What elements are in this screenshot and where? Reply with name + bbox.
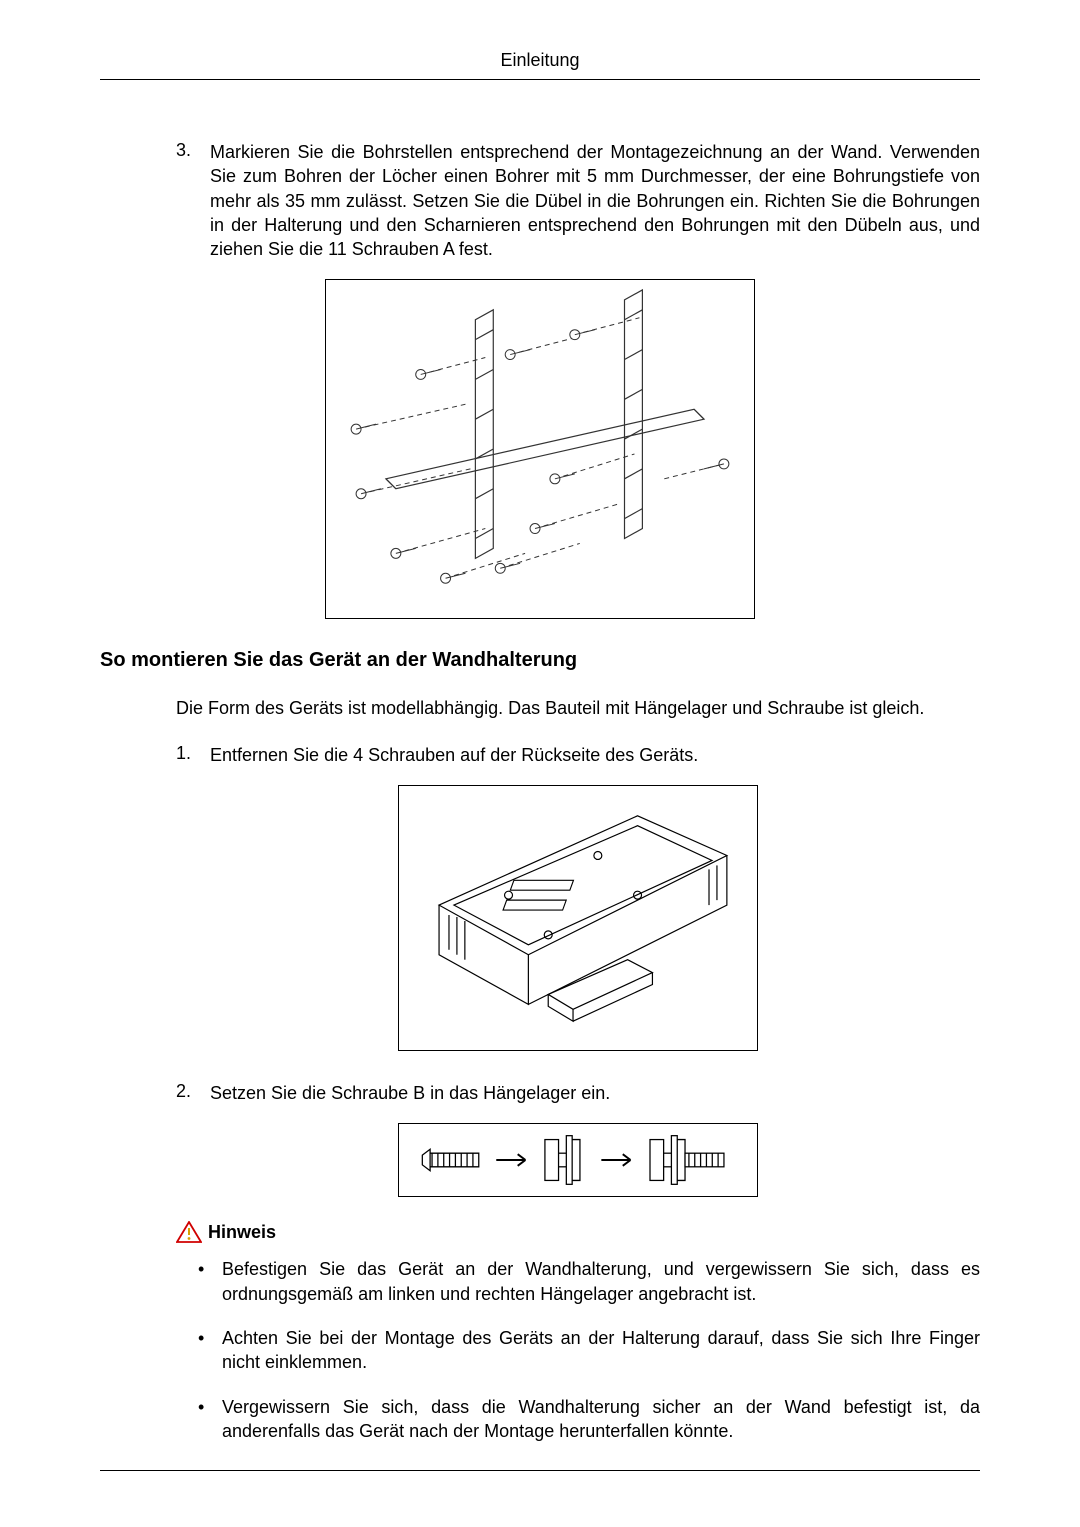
figure-bracket-assembly [325, 279, 755, 619]
list-number: 2. [176, 1081, 210, 1105]
list-text: Setzen Sie die Schraube B in das Hängela… [210, 1081, 980, 1105]
bullet-marker: • [198, 1395, 222, 1444]
figure-monitor-rear [398, 785, 758, 1051]
bullet-text: Achten Sie bei der Montage des Geräts an… [222, 1326, 980, 1375]
step-1: 1. Entfernen Sie die 4 Schrauben auf der… [176, 743, 980, 767]
note-bullets: • Befestigen Sie das Gerät an der Wandha… [198, 1257, 980, 1443]
warning-icon [176, 1221, 202, 1243]
list-text: Markieren Sie die Bohrstellen entspreche… [210, 140, 980, 261]
list-number: 1. [176, 743, 210, 767]
note-label: Hinweis [208, 1222, 276, 1243]
list-item: • Achten Sie bei der Montage des Geräts … [198, 1326, 980, 1375]
section-body: Die Form des Geräts ist modellabhängig. … [176, 696, 980, 1443]
document-page: Einleitung 3. Markieren Sie die Bohrstel… [0, 0, 1080, 1503]
note-heading: Hinweis [176, 1221, 980, 1243]
intro-paragraph: Die Form des Geräts ist modellabhängig. … [176, 696, 980, 720]
list-text: Entfernen Sie die 4 Schrauben auf der Rü… [210, 743, 980, 767]
bullet-text: Vergewissern Sie sich, dass die Wandhalt… [222, 1395, 980, 1444]
figure-screw-into-hanger [398, 1123, 758, 1197]
footer-rule [100, 1470, 980, 1471]
running-head: Einleitung [100, 50, 980, 80]
list-number: 3. [176, 140, 210, 261]
section-title: So montieren Sie das Gerät an der Wandha… [100, 649, 980, 672]
bullet-marker: • [198, 1257, 222, 1306]
step-3: 3. Markieren Sie die Bohrstellen entspre… [176, 140, 980, 261]
step-2: 2. Setzen Sie die Schraube B in das Häng… [176, 1081, 980, 1105]
list-item: 3. Markieren Sie die Bohrstellen entspre… [176, 140, 980, 261]
bullet-marker: • [198, 1326, 222, 1375]
list-item: • Befestigen Sie das Gerät an der Wandha… [198, 1257, 980, 1306]
list-item: • Vergewissern Sie sich, dass die Wandha… [198, 1395, 980, 1444]
bullet-text: Befestigen Sie das Gerät an der Wandhalt… [222, 1257, 980, 1306]
